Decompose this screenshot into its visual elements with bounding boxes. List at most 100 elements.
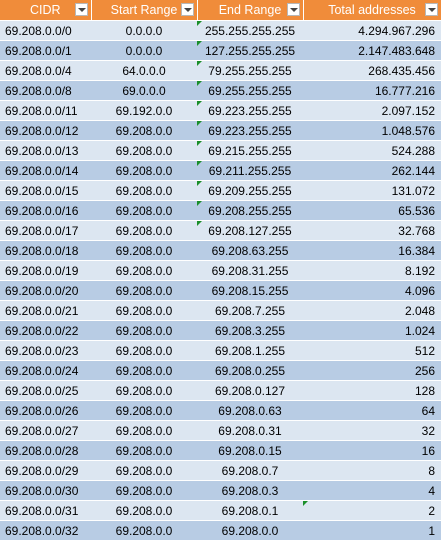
cell-total-addresses[interactable]: 524.288 xyxy=(303,140,441,161)
cell-end-range[interactable]: 69.208.15.255 xyxy=(197,280,303,301)
cell-total-addresses[interactable]: 1.048.576 xyxy=(303,120,441,141)
cell-total-addresses[interactable]: 4 xyxy=(303,480,441,501)
cell-cidr[interactable]: 69.208.0.0/22 xyxy=(0,320,91,341)
cell-end-range[interactable]: 69.209.255.255 xyxy=(197,180,303,201)
cell-total-addresses[interactable]: 1.024 xyxy=(303,320,441,341)
cell-total-addresses[interactable]: 16.384 xyxy=(303,240,441,261)
cell-total-addresses[interactable]: 65.536 xyxy=(303,200,441,221)
cell-start-range[interactable]: 69.208.0.0 xyxy=(91,300,197,321)
filter-dropdown-icon[interactable] xyxy=(424,3,438,16)
cell-cidr[interactable]: 69.208.0.0/26 xyxy=(0,400,91,421)
cell-end-range[interactable]: 69.208.0.7 xyxy=(197,460,303,481)
cell-start-range[interactable]: 69.208.0.0 xyxy=(91,500,197,521)
cell-total-addresses[interactable]: 1 xyxy=(303,520,441,541)
filter-dropdown-icon[interactable] xyxy=(180,3,194,16)
cell-start-range[interactable]: 69.0.0.0 xyxy=(91,80,197,101)
cell-start-range[interactable]: 69.208.0.0 xyxy=(91,340,197,361)
cell-cidr[interactable]: 69.208.0.0/4 xyxy=(0,60,91,81)
filter-dropdown-icon[interactable] xyxy=(286,3,300,16)
cell-start-range[interactable]: 69.208.0.0 xyxy=(91,200,197,221)
header-start-range[interactable]: Start Range xyxy=(91,0,198,21)
cell-end-range[interactable]: 69.208.0.63 xyxy=(197,400,303,421)
cell-end-range[interactable]: 69.255.255.255 xyxy=(197,80,303,101)
cell-total-addresses[interactable]: 2 xyxy=(303,500,441,521)
cell-cidr[interactable]: 69.208.0.0/20 xyxy=(0,280,91,301)
cell-end-range[interactable]: 69.223.255.255 xyxy=(197,120,303,141)
cell-total-addresses[interactable]: 2.097.152 xyxy=(303,100,441,121)
header-cidr[interactable]: CIDR xyxy=(0,0,92,21)
cell-cidr[interactable]: 69.208.0.0/32 xyxy=(0,520,91,541)
cell-total-addresses[interactable]: 131.072 xyxy=(303,180,441,201)
cell-cidr[interactable]: 69.208.0.0/25 xyxy=(0,380,91,401)
cell-total-addresses[interactable]: 4.096 xyxy=(303,280,441,301)
filter-dropdown-icon[interactable] xyxy=(74,3,88,16)
cell-cidr[interactable]: 69.208.0.0/19 xyxy=(0,260,91,281)
cell-start-range[interactable]: 69.208.0.0 xyxy=(91,280,197,301)
cell-end-range[interactable]: 69.208.0.3 xyxy=(197,480,303,501)
cell-total-addresses[interactable]: 128 xyxy=(303,380,441,401)
cell-start-range[interactable]: 0.0.0.0 xyxy=(91,40,197,61)
cell-start-range[interactable]: 69.208.0.0 xyxy=(91,320,197,341)
cell-total-addresses[interactable]: 8.192 xyxy=(303,260,441,281)
cell-total-addresses[interactable]: 64 xyxy=(303,400,441,421)
cell-end-range[interactable]: 69.211.255.255 xyxy=(197,160,303,181)
cell-cidr[interactable]: 69.208.0.0/27 xyxy=(0,420,91,441)
cell-start-range[interactable]: 69.208.0.0 xyxy=(91,360,197,381)
cell-start-range[interactable]: 64.0.0.0 xyxy=(91,60,197,81)
cell-total-addresses[interactable]: 8 xyxy=(303,460,441,481)
cell-cidr[interactable]: 69.208.0.0/21 xyxy=(0,300,91,321)
cell-end-range[interactable]: 127.255.255.255 xyxy=(197,40,303,61)
cell-total-addresses[interactable]: 2.048 xyxy=(303,300,441,321)
cell-end-range[interactable]: 69.208.63.255 xyxy=(197,240,303,261)
cell-end-range[interactable]: 69.208.1.255 xyxy=(197,340,303,361)
cell-total-addresses[interactable]: 4.294.967.296 xyxy=(303,20,441,41)
cell-cidr[interactable]: 69.208.0.0/23 xyxy=(0,340,91,361)
cell-start-range[interactable]: 69.208.0.0 xyxy=(91,440,197,461)
cell-total-addresses[interactable]: 32.768 xyxy=(303,220,441,241)
cell-total-addresses[interactable]: 256 xyxy=(303,360,441,381)
cell-cidr[interactable]: 69.208.0.0/31 xyxy=(0,500,91,521)
cell-start-range[interactable]: 69.208.0.0 xyxy=(91,120,197,141)
cell-start-range[interactable]: 69.208.0.0 xyxy=(91,180,197,201)
cell-end-range[interactable]: 69.208.0.15 xyxy=(197,440,303,461)
cell-end-range[interactable]: 69.208.7.255 xyxy=(197,300,303,321)
cell-end-range[interactable]: 69.223.255.255 xyxy=(197,100,303,121)
cell-start-range[interactable]: 0.0.0.0 xyxy=(91,20,197,41)
cell-start-range[interactable]: 69.208.0.0 xyxy=(91,160,197,181)
cell-cidr[interactable]: 69.208.0.0/30 xyxy=(0,480,91,501)
cell-start-range[interactable]: 69.208.0.0 xyxy=(91,460,197,481)
cell-end-range[interactable]: 69.208.0.0 xyxy=(197,520,303,541)
cell-total-addresses[interactable]: 16.777.216 xyxy=(303,80,441,101)
cell-start-range[interactable]: 69.208.0.0 xyxy=(91,420,197,441)
cell-end-range[interactable]: 69.208.127.255 xyxy=(197,220,303,241)
cell-cidr[interactable]: 69.208.0.0/1 xyxy=(0,40,91,61)
cell-end-range[interactable]: 69.208.0.31 xyxy=(197,420,303,441)
cell-start-range[interactable]: 69.208.0.0 xyxy=(91,240,197,261)
cell-cidr[interactable]: 69.208.0.0/24 xyxy=(0,360,91,381)
cell-end-range[interactable]: 69.208.3.255 xyxy=(197,320,303,341)
cell-start-range[interactable]: 69.208.0.0 xyxy=(91,220,197,241)
header-total-addresses[interactable]: Total addresses xyxy=(303,0,441,21)
cell-start-range[interactable]: 69.208.0.0 xyxy=(91,260,197,281)
cell-total-addresses[interactable]: 32 xyxy=(303,420,441,441)
cell-end-range[interactable]: 69.208.0.1 xyxy=(197,500,303,521)
cell-start-range[interactable]: 69.208.0.0 xyxy=(91,480,197,501)
cell-start-range[interactable]: 69.192.0.0 xyxy=(91,100,197,121)
cell-cidr[interactable]: 69.208.0.0/14 xyxy=(0,160,91,181)
cell-cidr[interactable]: 69.208.0.0/11 xyxy=(0,100,91,121)
cell-end-range[interactable]: 69.208.0.127 xyxy=(197,380,303,401)
header-end-range[interactable]: End Range xyxy=(197,0,304,21)
cell-total-addresses[interactable]: 16 xyxy=(303,440,441,461)
cell-end-range[interactable]: 69.208.31.255 xyxy=(197,260,303,281)
cell-total-addresses[interactable]: 512 xyxy=(303,340,441,361)
cell-total-addresses[interactable]: 268.435.456 xyxy=(303,60,441,81)
cell-end-range[interactable]: 69.215.255.255 xyxy=(197,140,303,161)
cell-end-range[interactable]: 79.255.255.255 xyxy=(197,60,303,81)
cell-start-range[interactable]: 69.208.0.0 xyxy=(91,380,197,401)
cell-total-addresses[interactable]: 262.144 xyxy=(303,160,441,181)
cell-cidr[interactable]: 69.208.0.0/15 xyxy=(0,180,91,201)
cell-cidr[interactable]: 69.208.0.0/16 xyxy=(0,200,91,221)
cell-start-range[interactable]: 69.208.0.0 xyxy=(91,520,197,541)
cell-cidr[interactable]: 69.208.0.0/12 xyxy=(0,120,91,141)
cell-end-range[interactable]: 255.255.255.255 xyxy=(197,20,303,41)
